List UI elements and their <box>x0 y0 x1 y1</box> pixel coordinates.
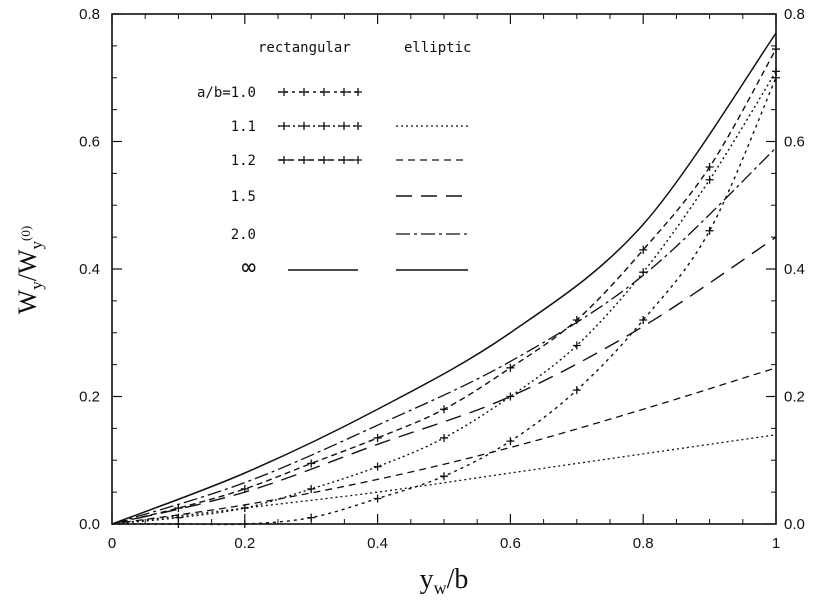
legend-ratio-label: a/b=1.0 <box>197 85 256 101</box>
data-point-marker <box>320 88 328 96</box>
legend-ratio-label: 1.5 <box>231 189 256 205</box>
series-line <box>112 77 777 526</box>
series-line <box>111 367 777 525</box>
tick-labels: 0 0.2 0.4 0.6 0.8 10.00.20.40.60.80.00.20.40.… <box>79 6 805 552</box>
y-tick-label: 0.0 <box>79 516 100 533</box>
data-point-marker <box>506 392 515 401</box>
data-point-marker <box>705 163 714 171</box>
data-point-marker <box>705 226 714 235</box>
data-point-marker <box>639 268 648 277</box>
x-tick-label: 0.8 <box>633 535 654 552</box>
data-point-marker <box>320 122 328 130</box>
legend-ratio-label: ∞ <box>242 253 256 281</box>
y-tick-label: 0.6 <box>79 134 100 151</box>
y-tick-label-right: 0.8 <box>784 6 805 23</box>
data-point-marker <box>373 462 382 471</box>
series-line <box>111 71 777 525</box>
data-point-marker <box>307 484 316 493</box>
data-point-marker <box>506 437 515 446</box>
x-tick-label: 0.6 <box>500 535 521 552</box>
data-point-marker <box>373 494 382 503</box>
y-tick-label: 0.2 <box>79 389 100 406</box>
data-point-marker <box>639 245 648 254</box>
data-point-marker <box>340 122 348 130</box>
legend-ratio-label: 1.2 <box>231 153 256 169</box>
series-rectangular-1_1 <box>111 67 780 525</box>
data-point-marker <box>174 513 183 522</box>
data-point-marker <box>174 504 183 513</box>
legend-ratio-label: 2.0 <box>231 227 256 243</box>
y-tick-label-right: 0.6 <box>784 134 805 151</box>
data-point-marker <box>354 122 362 130</box>
data-point-marker <box>705 175 714 184</box>
series-rectangular-elliptic-inf <box>111 32 777 525</box>
x-axis-title: yw/b <box>420 564 469 598</box>
y-tick-label-right: 0.2 <box>784 389 805 406</box>
x-tick-label: 1 <box>772 535 780 552</box>
data-point-marker <box>240 520 249 528</box>
series-line <box>111 32 777 525</box>
data-point-marker <box>772 67 780 76</box>
series-line <box>111 236 777 525</box>
y-axis-title: Wy/Wy(0) <box>13 226 46 314</box>
data-point-marker <box>280 122 288 130</box>
series-elliptic-1_5 <box>111 236 777 525</box>
legend-header-rectangular: rectangular <box>258 40 351 56</box>
data-point-marker <box>506 363 515 372</box>
data-point-marker <box>572 341 581 350</box>
data-point-marker <box>300 88 308 96</box>
series-line <box>111 147 777 525</box>
data-point-marker <box>354 156 362 164</box>
series-rectangular-1_0 <box>112 73 780 528</box>
data-point-marker <box>300 122 308 130</box>
x-tick-label: 0.4 <box>367 535 388 552</box>
legend-ratio-label: 1.1 <box>231 119 256 135</box>
data-point-marker <box>440 433 448 442</box>
data-point-marker <box>307 459 316 468</box>
y-tick-label-right: 0.0 <box>784 516 805 533</box>
data-point-marker <box>440 472 448 481</box>
data-point-marker <box>280 88 288 96</box>
y-tick-label-right: 0.4 <box>784 261 805 278</box>
series-line <box>111 48 777 525</box>
x-tick-label: 0 <box>108 535 116 552</box>
legend: rectangular elliptic a/b=1.0 1.1 1.2 1.5 2.0 ∞ <box>197 40 471 281</box>
data-point-marker <box>354 88 362 96</box>
data-point-marker <box>300 156 308 164</box>
data-point-marker <box>340 88 348 96</box>
axis-titles: yw/b Wy/Wy(0) <box>13 226 468 598</box>
data-point-marker <box>280 156 288 164</box>
data-point-marker <box>373 433 382 442</box>
y-tick-label: 0.4 <box>79 261 100 278</box>
x-tick-label: 0.2 <box>234 535 255 552</box>
series-line <box>111 434 777 525</box>
series-elliptic-1_1 <box>111 434 777 525</box>
data-point-marker <box>572 386 581 395</box>
series-elliptic-1_2 <box>111 367 777 525</box>
data-point-marker <box>340 156 348 164</box>
data-point-marker <box>307 513 316 522</box>
series-layer <box>111 32 780 528</box>
data-point-marker <box>320 156 328 164</box>
data-point-marker <box>440 405 448 414</box>
y-tick-label: 0.8 <box>79 6 100 23</box>
series-elliptic-2_0 <box>111 147 777 525</box>
data-point-marker <box>772 45 780 54</box>
legend-header-elliptic: elliptic <box>404 40 471 56</box>
series-rectangular-1_2 <box>111 45 780 525</box>
data-point-marker <box>639 316 648 324</box>
